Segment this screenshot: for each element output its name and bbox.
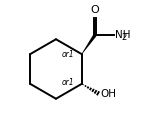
Polygon shape	[82, 34, 96, 54]
Text: or1: or1	[62, 78, 74, 87]
Text: NH: NH	[115, 30, 130, 40]
Text: OH: OH	[100, 89, 116, 99]
Text: or1: or1	[62, 50, 74, 59]
Text: 2: 2	[121, 33, 126, 42]
Text: O: O	[90, 5, 99, 15]
